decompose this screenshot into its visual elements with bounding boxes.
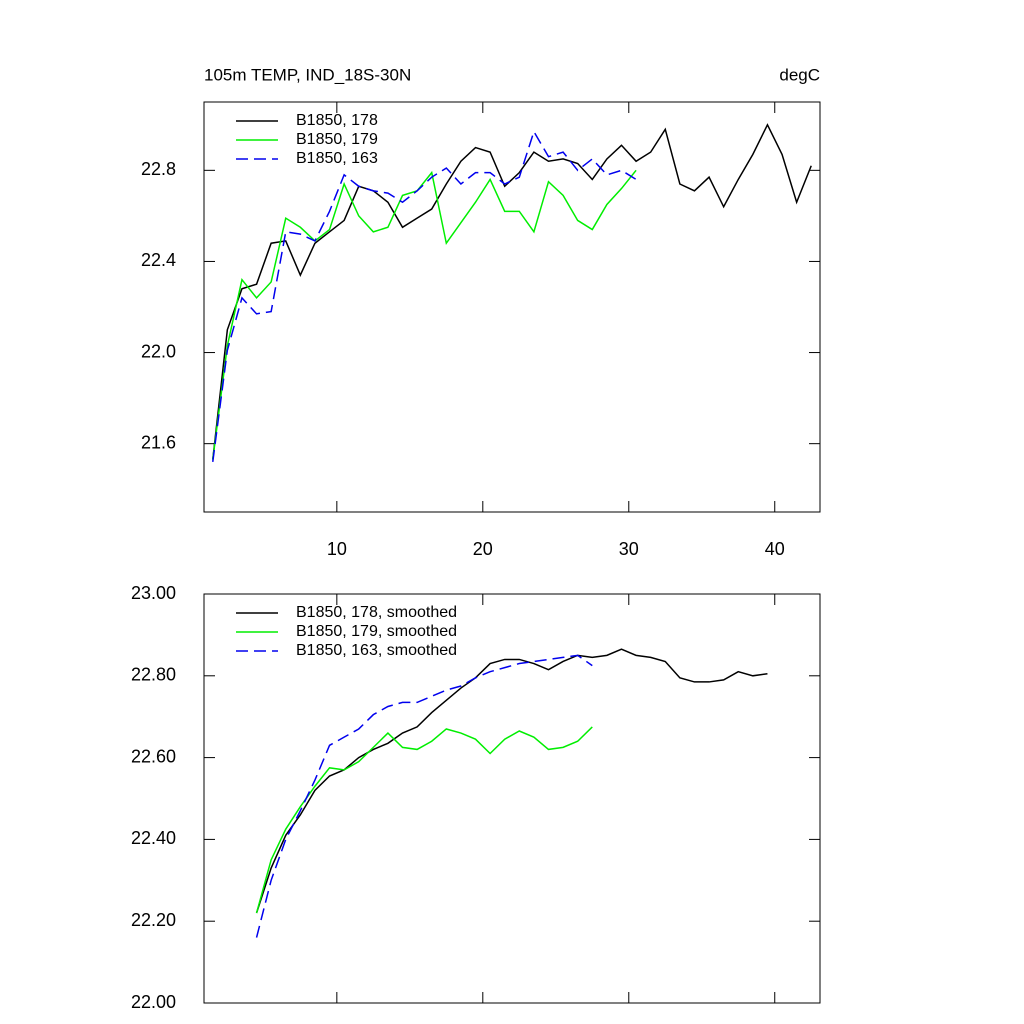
series-line [255, 654, 593, 938]
y-tick-label: 23.00 [131, 583, 176, 603]
series-line [212, 169, 637, 460]
legend-label: B1850, 179 [296, 131, 378, 148]
legend-label: B1850, 178 [296, 112, 378, 129]
x-tick-label: 40 [765, 539, 785, 559]
legend-label: B1850, 178, smoothed [296, 604, 457, 621]
panel: 105m TEMP, IND_18S-30N degC 21.6 22.0 22.4 22… [141, 65, 821, 559]
plot-frame [203, 593, 821, 1004]
panel: 22.00 22.20 22.40 22.60 22.80 23.00 B1850, 178… [131, 583, 821, 1012]
series-line [212, 129, 637, 462]
y-tick-label: 22.0 [141, 341, 176, 361]
chart-subtitle: degC [779, 65, 820, 84]
y-tick-label: 22.80 [131, 665, 176, 685]
x-tick-label: 20 [473, 539, 493, 559]
legend-label: B1850, 179, smoothed [296, 623, 457, 640]
y-tick-label: 22.40 [131, 828, 176, 848]
y-tick-label: 21.6 [141, 432, 176, 452]
x-tick-label: 30 [619, 539, 639, 559]
legend-label: B1850, 163 [296, 150, 378, 167]
x-tick-label: 10 [327, 539, 347, 559]
y-tick-label: 22.4 [141, 250, 176, 270]
y-tick-label: 22.00 [131, 992, 176, 1012]
series-line [255, 648, 768, 914]
chart-title: 105m TEMP, IND_18S-30N [204, 65, 411, 84]
y-tick-label: 22.20 [131, 910, 176, 930]
y-tick-label: 22.8 [141, 159, 176, 179]
plot-frame [203, 101, 821, 513]
series-line [255, 726, 593, 914]
series-line [212, 123, 812, 460]
y-tick-label: 22.60 [131, 746, 176, 766]
legend-label: B1850, 163, smoothed [296, 642, 457, 659]
